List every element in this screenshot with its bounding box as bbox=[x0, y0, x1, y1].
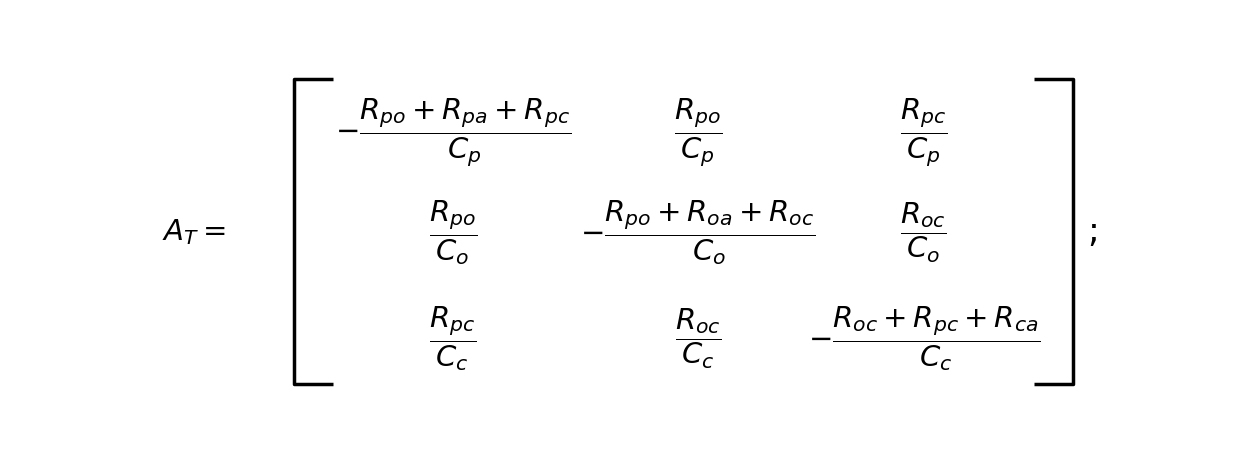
Text: $;$: $;$ bbox=[1087, 215, 1097, 249]
Text: $-\dfrac{R_{po}+R_{pa}+R_{pc}}{C_{p}}$: $-\dfrac{R_{po}+R_{pa}+R_{pc}}{C_{p}}$ bbox=[335, 96, 570, 169]
Text: $\dfrac{R_{pc}}{C_{p}}$: $\dfrac{R_{pc}}{C_{p}}$ bbox=[900, 96, 947, 169]
Text: $A_{T} = $: $A_{T} = $ bbox=[161, 217, 226, 246]
Text: $\dfrac{R_{po}}{C_{o}}$: $\dfrac{R_{po}}{C_{o}}$ bbox=[429, 197, 477, 266]
Text: $\dfrac{R_{oc}}{C_{o}}$: $\dfrac{R_{oc}}{C_{o}}$ bbox=[900, 200, 947, 264]
Text: $-\dfrac{R_{po}+R_{oa}+R_{oc}}{C_{o}}$: $-\dfrac{R_{po}+R_{oa}+R_{oc}}{C_{o}}$ bbox=[580, 197, 816, 266]
Text: $\dfrac{R_{pc}}{C_{c}}$: $\dfrac{R_{pc}}{C_{c}}$ bbox=[429, 303, 476, 372]
Text: $\dfrac{R_{oc}}{C_{c}}$: $\dfrac{R_{oc}}{C_{c}}$ bbox=[675, 306, 722, 370]
Text: $-\dfrac{R_{oc}+R_{pc}+R_{ca}}{C_{c}}$: $-\dfrac{R_{oc}+R_{pc}+R_{ca}}{C_{c}}$ bbox=[807, 303, 1040, 372]
Text: $\dfrac{R_{po}}{C_{p}}$: $\dfrac{R_{po}}{C_{p}}$ bbox=[673, 96, 722, 169]
